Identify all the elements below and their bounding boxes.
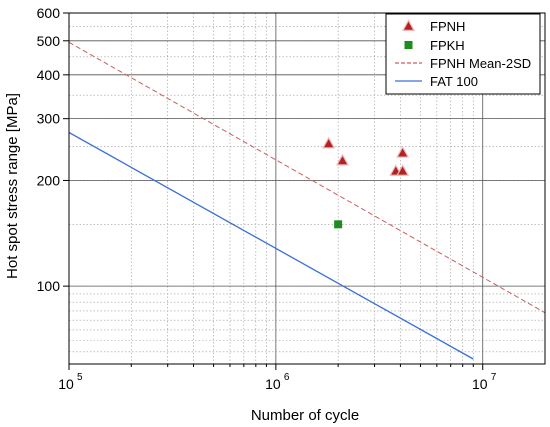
x-tick-label-base: 10 xyxy=(265,376,281,392)
y-tick-label: 500 xyxy=(37,33,61,49)
fpkh-data-point xyxy=(334,220,343,229)
legend-label: FAT 100 xyxy=(430,74,478,89)
y-tick-labels: 100 200 300 400 500 600 xyxy=(37,5,61,294)
fpnh-data-point xyxy=(335,153,350,166)
legend-marker-swatch xyxy=(401,19,416,31)
x-tick-label-exponent: 7 xyxy=(491,372,497,383)
x-tick-label: 10 6 xyxy=(265,372,290,392)
fat-100-line xyxy=(69,131,474,360)
fpnh-data-point xyxy=(396,145,410,158)
y-tick-label: 200 xyxy=(37,172,61,188)
legend-label: FPNH xyxy=(430,19,465,34)
y-tick-label: 300 xyxy=(37,111,61,127)
legend: FPNH FPKH FPNH Mean-2SD FAT 100 xyxy=(385,13,541,95)
x-tick-labels: 10 5 10 6 10 7 xyxy=(58,372,497,392)
ticks xyxy=(63,12,484,370)
legend-marker-swatch xyxy=(404,41,413,49)
legend-label: FPNH Mean-2SD xyxy=(430,56,531,71)
x-tick-label-exponent: 5 xyxy=(77,372,83,383)
y-axis-label: Hot spot stress range [MPa] xyxy=(4,93,21,279)
fpnh-data-point xyxy=(322,136,336,149)
x-tick-label-base: 10 xyxy=(58,376,74,392)
x-tick-label: 10 5 xyxy=(58,372,83,392)
y-tick-label: 600 xyxy=(37,5,61,21)
x-tick-label-exponent: 6 xyxy=(284,372,290,383)
plot-frame xyxy=(68,12,546,365)
y-tick-label: 400 xyxy=(37,67,61,83)
x-axis-label: Number of cycle xyxy=(251,407,359,424)
fpnh-data-point xyxy=(396,164,410,176)
series-lines xyxy=(69,41,545,360)
y-tick-label: 100 xyxy=(37,278,61,294)
mean-minus-2sd-line xyxy=(69,41,545,314)
x-tick-label: 10 7 xyxy=(472,372,497,392)
series-markers xyxy=(322,136,410,229)
x-tick-label-base: 10 xyxy=(472,376,488,392)
legend-label: FPKH xyxy=(430,38,465,53)
